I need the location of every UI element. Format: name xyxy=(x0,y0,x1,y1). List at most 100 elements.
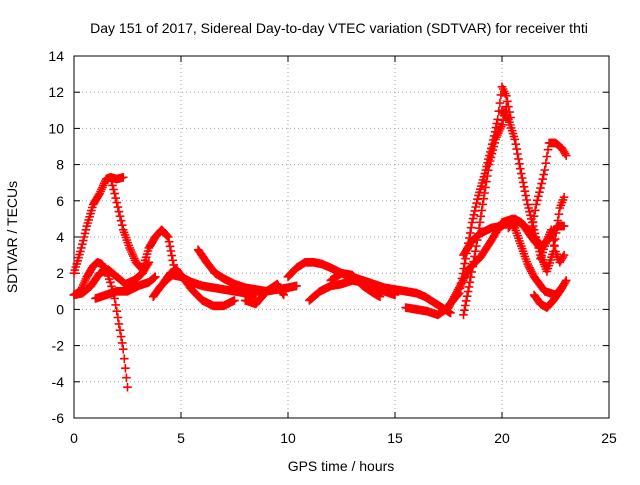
data-point xyxy=(168,252,175,259)
data-point xyxy=(513,146,520,153)
data-point xyxy=(527,212,534,219)
x-axis-title: GPS time / hours xyxy=(288,458,395,474)
data-point xyxy=(121,355,128,362)
y-axis-title: SDTVAR / TECUs xyxy=(4,181,20,293)
data-point xyxy=(518,170,525,177)
data-point xyxy=(471,207,478,214)
data-point xyxy=(521,183,528,190)
data-point xyxy=(494,116,501,123)
data-point xyxy=(470,211,477,218)
y-tick-label: -6 xyxy=(52,410,65,426)
data-point xyxy=(535,193,542,200)
data-point xyxy=(111,190,118,197)
data-point xyxy=(551,243,558,250)
data-point xyxy=(169,257,176,264)
data-point xyxy=(79,241,86,248)
data-point xyxy=(512,141,519,148)
data-point xyxy=(543,153,550,160)
data-point xyxy=(119,339,126,346)
data-point xyxy=(123,374,130,381)
data-point xyxy=(113,308,120,315)
series-arc-2 xyxy=(107,174,178,273)
chart-svg: 0 5 10 15 20 25-6-4-202468101214 Day 151 of 2… xyxy=(0,0,640,480)
data-point xyxy=(545,146,552,153)
data-point xyxy=(541,167,548,174)
chart-title: Day 151 of 2017, Sidereal Day-to-day VTE… xyxy=(90,20,588,36)
data-point xyxy=(167,243,174,250)
data-point xyxy=(118,217,125,224)
data-point xyxy=(119,222,126,229)
series-arc-5 xyxy=(92,273,159,302)
data-point xyxy=(533,201,540,208)
data-point xyxy=(516,160,523,167)
x-tick-label: 0 xyxy=(70,430,78,446)
data-point xyxy=(80,237,87,244)
x-tick-label: 25 xyxy=(601,430,617,446)
data-point xyxy=(469,219,476,226)
y-tick-label: -4 xyxy=(52,374,65,390)
data-point xyxy=(112,301,119,308)
data-point xyxy=(463,297,470,304)
data-point xyxy=(81,234,88,241)
data-point xyxy=(514,151,521,158)
data-point xyxy=(477,219,484,226)
data-points xyxy=(71,83,570,390)
data-point xyxy=(472,248,479,255)
data-point xyxy=(519,175,526,182)
data-point xyxy=(537,185,544,192)
data-point xyxy=(466,279,473,286)
data-point xyxy=(120,346,127,353)
y-tick-label: 2 xyxy=(56,265,64,281)
data-point xyxy=(82,230,89,237)
data-point xyxy=(117,327,124,334)
data-point xyxy=(82,226,89,233)
data-point xyxy=(460,311,467,318)
x-tick-label: 20 xyxy=(494,430,510,446)
data-point xyxy=(114,204,121,211)
data-point xyxy=(524,201,531,208)
data-point xyxy=(536,189,543,196)
data-point xyxy=(118,333,125,340)
data-point xyxy=(479,201,486,208)
data-point xyxy=(520,179,527,186)
data-point xyxy=(462,302,469,309)
data-point xyxy=(117,213,124,220)
y-tick-label: 10 xyxy=(48,120,64,136)
data-point xyxy=(122,365,129,372)
data-point xyxy=(470,215,477,222)
chart: 0 5 10 15 20 25 -6 -4 -2 0 2 4 6 8 10 12 14 Day 151 of 2… xyxy=(0,0,640,480)
series-arc-15 xyxy=(460,103,510,318)
y-tick-label: 14 xyxy=(48,48,64,64)
data-point xyxy=(115,320,122,327)
data-point xyxy=(468,224,475,231)
data-point xyxy=(466,283,473,290)
data-point xyxy=(113,199,120,206)
y-tick-label: 6 xyxy=(56,193,64,209)
data-point xyxy=(115,208,122,215)
data-point xyxy=(467,229,474,236)
data-point xyxy=(534,197,541,204)
data-point xyxy=(504,98,511,105)
data-point xyxy=(523,197,530,204)
y-tick-label: 4 xyxy=(56,229,64,245)
data-point xyxy=(114,314,121,321)
series-arc-19 xyxy=(529,139,570,231)
y-tick-label: 0 xyxy=(56,301,64,317)
data-point xyxy=(521,188,528,195)
data-point xyxy=(109,182,116,189)
y-tick-label: -2 xyxy=(52,338,65,354)
data-point xyxy=(526,208,533,215)
data-point xyxy=(542,160,549,167)
x-tick-label: 15 xyxy=(387,430,403,446)
data-point xyxy=(538,180,545,187)
data-point xyxy=(477,213,484,220)
axis-ticks: 0 5 10 15 20 25-6-4-202468101214 xyxy=(48,48,617,446)
y-tick-label: 8 xyxy=(56,157,64,173)
data-point xyxy=(124,384,131,391)
x-tick-label: 5 xyxy=(177,430,185,446)
data-point xyxy=(110,186,117,193)
data-point xyxy=(464,293,471,300)
data-point xyxy=(539,176,546,183)
data-point xyxy=(515,155,522,162)
y-tick-label: 12 xyxy=(48,84,64,100)
